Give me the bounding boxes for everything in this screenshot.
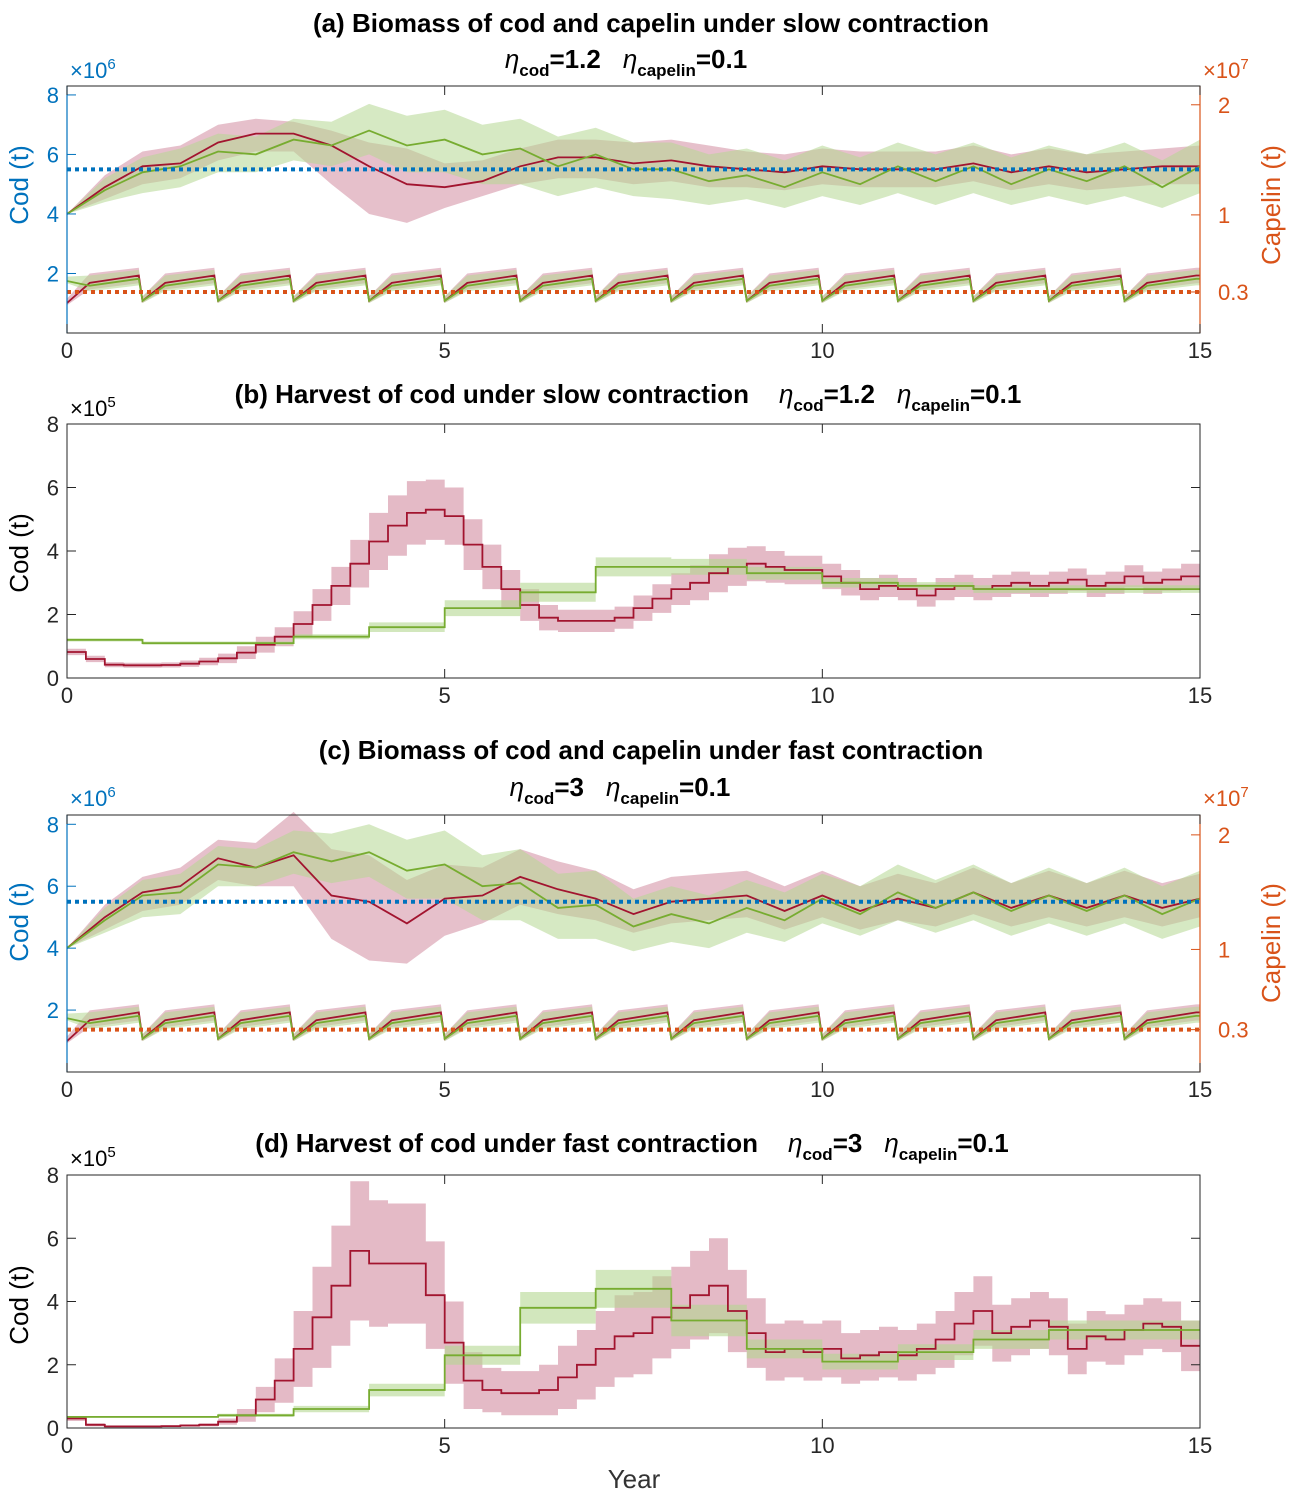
x-axis-label-year: Year xyxy=(608,1464,661,1494)
x-tick-label: 10 xyxy=(810,1433,834,1458)
y-tick-label: 6 xyxy=(47,476,59,501)
panel-c-lines xyxy=(66,851,1201,1042)
y-tick-label: 0 xyxy=(47,666,59,691)
panel-a-ylabel-right: Capelin (t) xyxy=(1256,145,1286,265)
y-tick-label: 8 xyxy=(47,1163,59,1188)
y-left-tick-label: 8 xyxy=(47,83,59,108)
panel-a-left-exponent: ×106 xyxy=(70,56,116,83)
uncertainty-band-green xyxy=(67,557,1200,645)
panel-b-ylabel: Cod (t) xyxy=(4,513,34,592)
y-right-tick-label: 0.3 xyxy=(1218,1018,1249,1043)
series-step-red xyxy=(67,508,1200,667)
x-tick-label: 5 xyxy=(439,1077,451,1102)
y-left-tick-label: 8 xyxy=(47,812,59,837)
uncertainty-band-green xyxy=(67,103,1200,214)
y-tick-label: 8 xyxy=(47,412,59,437)
title-c-line1: (c) Biomass of cod and capelin under fas… xyxy=(319,735,984,765)
title-c-eta: ηcod=3 ηcapelin=0.1 xyxy=(510,772,731,808)
panel-a-biomass-slow: 2 4 6 8 0.3 1 2 0 5 10 15 Cod (t) Capelin (t) ×106… xyxy=(4,56,1286,363)
y-right-tick-label: 0.3 xyxy=(1218,280,1249,305)
title-a: (a) Biomass of cod and capelin under slo… xyxy=(313,8,989,80)
title-d: (d) Harvest of cod under fast contractio… xyxy=(255,1128,1008,1164)
y-left-tick-label: 6 xyxy=(47,874,59,899)
panel-b-bands xyxy=(67,479,1200,668)
panel-d-harvest-fast: 0 2 4 6 8 0 5 10 15 Cod (t) ×105 xyxy=(4,1144,1212,1458)
panel-a-right-exponent: ×107 xyxy=(1203,56,1249,83)
panel-c-biomass-fast: 2 4 6 8 0.3 1 2 0 5 10 15 Cod (t) Capelin (t) ×106… xyxy=(4,784,1286,1102)
y-right-tick-label: 2 xyxy=(1218,93,1230,118)
panel-a-ylabel-left: Cod (t) xyxy=(4,145,34,224)
x-tick-label: 15 xyxy=(1188,338,1212,363)
series-line-green xyxy=(66,851,1201,949)
series-line-green xyxy=(66,1014,1200,1041)
y-left-tick-label: 2 xyxy=(47,261,59,286)
panel-a-axes: 2 4 6 8 0.3 1 2 0 5 10 15 xyxy=(47,83,1249,363)
panel-b-lines xyxy=(67,508,1200,667)
y-left-tick-label: 2 xyxy=(47,998,59,1023)
x-tick-label: 15 xyxy=(1188,683,1212,708)
y-tick-label: 2 xyxy=(47,1353,59,1378)
x-tick-label: 0 xyxy=(61,683,73,708)
panel-c-axes: 2 4 6 8 0.3 1 2 0 5 10 15 xyxy=(47,812,1249,1102)
y-tick-label: 2 xyxy=(47,603,59,628)
x-tick-label: 5 xyxy=(439,338,451,363)
x-tick-label: 0 xyxy=(61,1433,73,1458)
series-line-green xyxy=(66,129,1201,215)
x-tick-label: 15 xyxy=(1188,1077,1212,1102)
panel-d-exponent: ×105 xyxy=(70,1144,116,1171)
title-b: (b) Harvest of cod under slow contractio… xyxy=(235,379,1022,415)
uncertainty-band-red xyxy=(67,811,1200,964)
panel-a-lines xyxy=(66,129,1201,304)
title-b-line: (b) Harvest of cod under slow contractio… xyxy=(235,379,1022,415)
panel-d-axes: 0 2 4 6 8 0 5 10 15 xyxy=(47,1163,1212,1458)
panel-c-right-exponent: ×107 xyxy=(1203,784,1249,811)
y-tick-label: 4 xyxy=(47,1290,59,1315)
x-tick-label: 10 xyxy=(810,683,834,708)
panel-b-axes: 0 2 4 6 8 0 5 10 15 xyxy=(47,412,1212,708)
panel-c-ylabel-right: Capelin (t) xyxy=(1256,883,1286,1003)
title-c: (c) Biomass of cod and capelin under fas… xyxy=(319,735,984,808)
x-tick-label: 10 xyxy=(810,338,834,363)
series-line-red xyxy=(66,1011,1200,1042)
x-tick-label: 15 xyxy=(1188,1433,1212,1458)
series-line-green xyxy=(66,277,1200,303)
series-step-green xyxy=(67,566,1200,644)
y-right-tick-label: 1 xyxy=(1218,203,1230,228)
series-line-red xyxy=(66,274,1200,304)
x-tick-label: 5 xyxy=(439,683,451,708)
panel-c-ylabel-left: Cod (t) xyxy=(4,882,34,961)
panel-b-exponent: ×105 xyxy=(70,394,116,421)
y-left-tick-label: 6 xyxy=(47,142,59,167)
y-tick-label: 4 xyxy=(47,539,59,564)
panel-d-ylabel: Cod (t) xyxy=(4,1265,34,1344)
x-tick-label: 0 xyxy=(61,1077,73,1102)
title-d-line: (d) Harvest of cod under fast contractio… xyxy=(255,1128,1008,1164)
series-step-red xyxy=(67,1250,1200,1428)
y-right-tick-label: 2 xyxy=(1218,823,1230,848)
y-left-tick-label: 4 xyxy=(47,936,59,961)
series-step-green xyxy=(67,1287,1200,1418)
title-a-eta: ηcod=1.2 ηcapelin=0.1 xyxy=(505,44,747,80)
panel-d-lines xyxy=(67,1250,1200,1428)
panel-c-left-exponent: ×106 xyxy=(70,784,116,811)
series-line-red xyxy=(66,132,1200,215)
x-tick-label: 0 xyxy=(61,338,73,363)
y-right-tick-label: 1 xyxy=(1218,937,1230,962)
y-left-tick-label: 4 xyxy=(47,202,59,227)
title-a-line1: (a) Biomass of cod and capelin under slo… xyxy=(313,8,989,38)
panel-b-harvest-slow: 0 2 4 6 8 0 5 10 15 Cod (t) ×105 xyxy=(4,394,1212,708)
x-tick-label: 10 xyxy=(810,1077,834,1102)
y-tick-label: 0 xyxy=(47,1416,59,1441)
y-tick-label: 6 xyxy=(47,1226,59,1251)
x-tick-label: 5 xyxy=(439,1433,451,1458)
